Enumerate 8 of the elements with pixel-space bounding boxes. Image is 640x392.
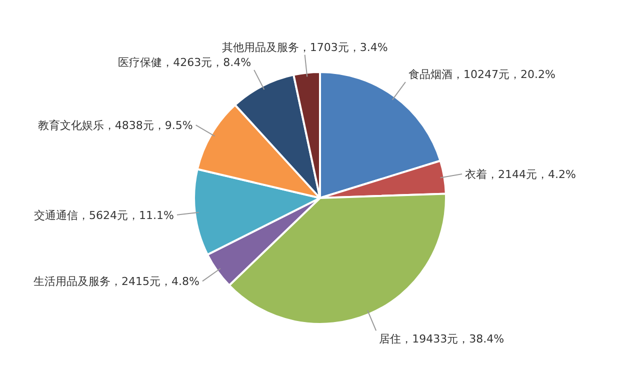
slice-label: 居住，19433元，38.4%: [379, 332, 504, 346]
slice-label: 医疗保健，4263元，8.4%: [118, 56, 252, 69]
slice-label: 衣着，2144元，4.2%: [464, 168, 576, 182]
slice-label: 生活用品及服务，2415元，4.8%: [34, 275, 200, 288]
slice-label: 其他用品及服务，1703元，3.4%: [222, 40, 388, 54]
slice-label: 交通通信，5624元，11.1%: [34, 208, 174, 222]
slice-label: 食品烟酒，10247元，20.2%: [408, 68, 556, 82]
slice-label: 教育文化娱乐，4838元，9.5%: [38, 119, 193, 132]
